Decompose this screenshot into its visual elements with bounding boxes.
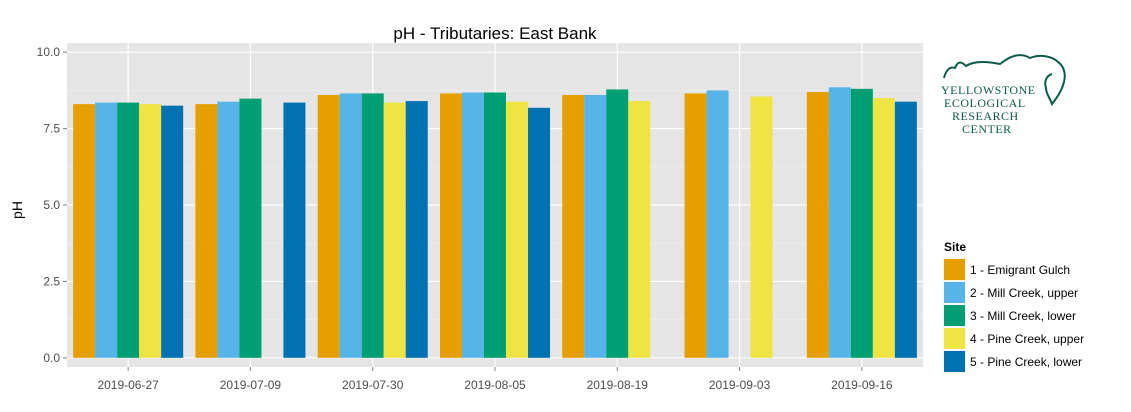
legend-item: 4 - Pine Creek, upper — [942, 326, 1084, 351]
bar — [706, 90, 729, 358]
bar — [239, 98, 262, 358]
y-axis-title: pH — [9, 201, 25, 219]
bar — [405, 101, 428, 358]
bar — [73, 104, 96, 358]
logo-text-line: ECOLOGICAL — [944, 96, 1026, 110]
bar — [195, 104, 218, 358]
bar — [283, 102, 306, 358]
bar — [95, 102, 118, 358]
bar — [506, 101, 529, 358]
legend-swatch — [944, 259, 965, 280]
legend-item: 3 - Mill Creek, lower — [942, 303, 1076, 328]
x-tick-label: 2019-09-03 — [709, 378, 771, 392]
x-tick-label: 2019-06-27 — [97, 378, 159, 392]
bar — [439, 93, 462, 358]
legend-item: 1 - Emigrant Gulch — [942, 257, 1070, 282]
bar — [361, 93, 384, 358]
y-tick-label: 0.0 — [43, 351, 60, 365]
bar — [483, 92, 507, 358]
bar — [339, 93, 362, 358]
bar — [828, 87, 851, 358]
bar — [117, 102, 140, 358]
x-tick-label: 2019-09-16 — [831, 378, 893, 392]
bar — [562, 94, 585, 358]
bar — [461, 92, 484, 358]
x-tick-label: 2019-08-19 — [587, 378, 649, 392]
bars — [73, 87, 917, 358]
y-tick-label: 10.0 — [37, 45, 61, 59]
y-tick-label: 7.5 — [43, 122, 60, 136]
bar — [750, 96, 773, 358]
x-tick-label: 2019-08-05 — [464, 378, 526, 392]
bar — [383, 102, 406, 358]
legend-swatch — [944, 282, 965, 303]
legend-item: 5 - Pine Creek, lower — [942, 349, 1082, 374]
bar — [850, 88, 873, 358]
bar — [584, 94, 607, 358]
logo-text-line: CENTER — [962, 122, 1012, 136]
bar — [872, 98, 895, 358]
bar — [684, 93, 707, 358]
bar — [528, 107, 551, 358]
legend-label: 5 - Pine Creek, lower — [970, 355, 1082, 369]
bar — [628, 101, 651, 358]
legend-swatch — [944, 351, 965, 372]
y-axis: 0.0 2.5 5.0 7.5 10.0 — [37, 45, 67, 365]
bar — [606, 89, 629, 358]
bar — [806, 91, 829, 358]
y-tick-label: 5.0 — [43, 198, 60, 212]
y-tick-label: 2.5 — [43, 274, 60, 288]
bar — [161, 105, 184, 358]
legend-swatch — [944, 305, 965, 326]
x-tick-label: 2019-07-30 — [342, 378, 404, 392]
bar — [317, 94, 340, 358]
bison-outline-icon — [943, 54, 1066, 107]
legend-swatch — [944, 328, 965, 349]
legend-label: 2 - Mill Creek, upper — [970, 286, 1078, 300]
legend-label: 4 - Pine Creek, upper — [970, 332, 1084, 346]
x-axis: 2019-06-27 2019-07-09 2019-07-30 2019-08-05… — [97, 367, 893, 392]
legend-item: 2 - Mill Creek, upper — [942, 280, 1078, 305]
legend: Site 1 - Emigrant Gulch 2 - Mill Creek, u… — [942, 240, 1084, 374]
bar — [217, 101, 240, 358]
logo-text-line: YELLOWSTONE — [941, 83, 1036, 97]
x-tick-label: 2019-07-09 — [220, 378, 282, 392]
logo-text-line: RESEARCH — [952, 109, 1019, 123]
chart-title: pH - Tributaries: East Bank — [393, 24, 597, 43]
bar — [894, 101, 917, 358]
legend-label: 1 - Emigrant Gulch — [970, 263, 1070, 277]
bar — [139, 104, 162, 358]
legend-label: 3 - Mill Creek, lower — [970, 309, 1076, 323]
legend-title: Site — [944, 240, 966, 254]
